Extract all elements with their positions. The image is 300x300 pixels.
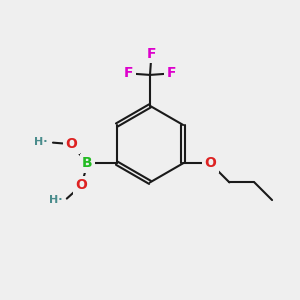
Text: H·: H· [49,195,62,205]
Text: O: O [204,156,216,170]
Text: B: B [82,156,93,170]
Text: F: F [124,66,134,80]
Text: H·: H· [34,137,48,147]
Text: O: O [65,137,77,151]
Text: F: F [167,66,176,80]
Text: O: O [76,178,88,192]
Text: F: F [147,47,156,61]
